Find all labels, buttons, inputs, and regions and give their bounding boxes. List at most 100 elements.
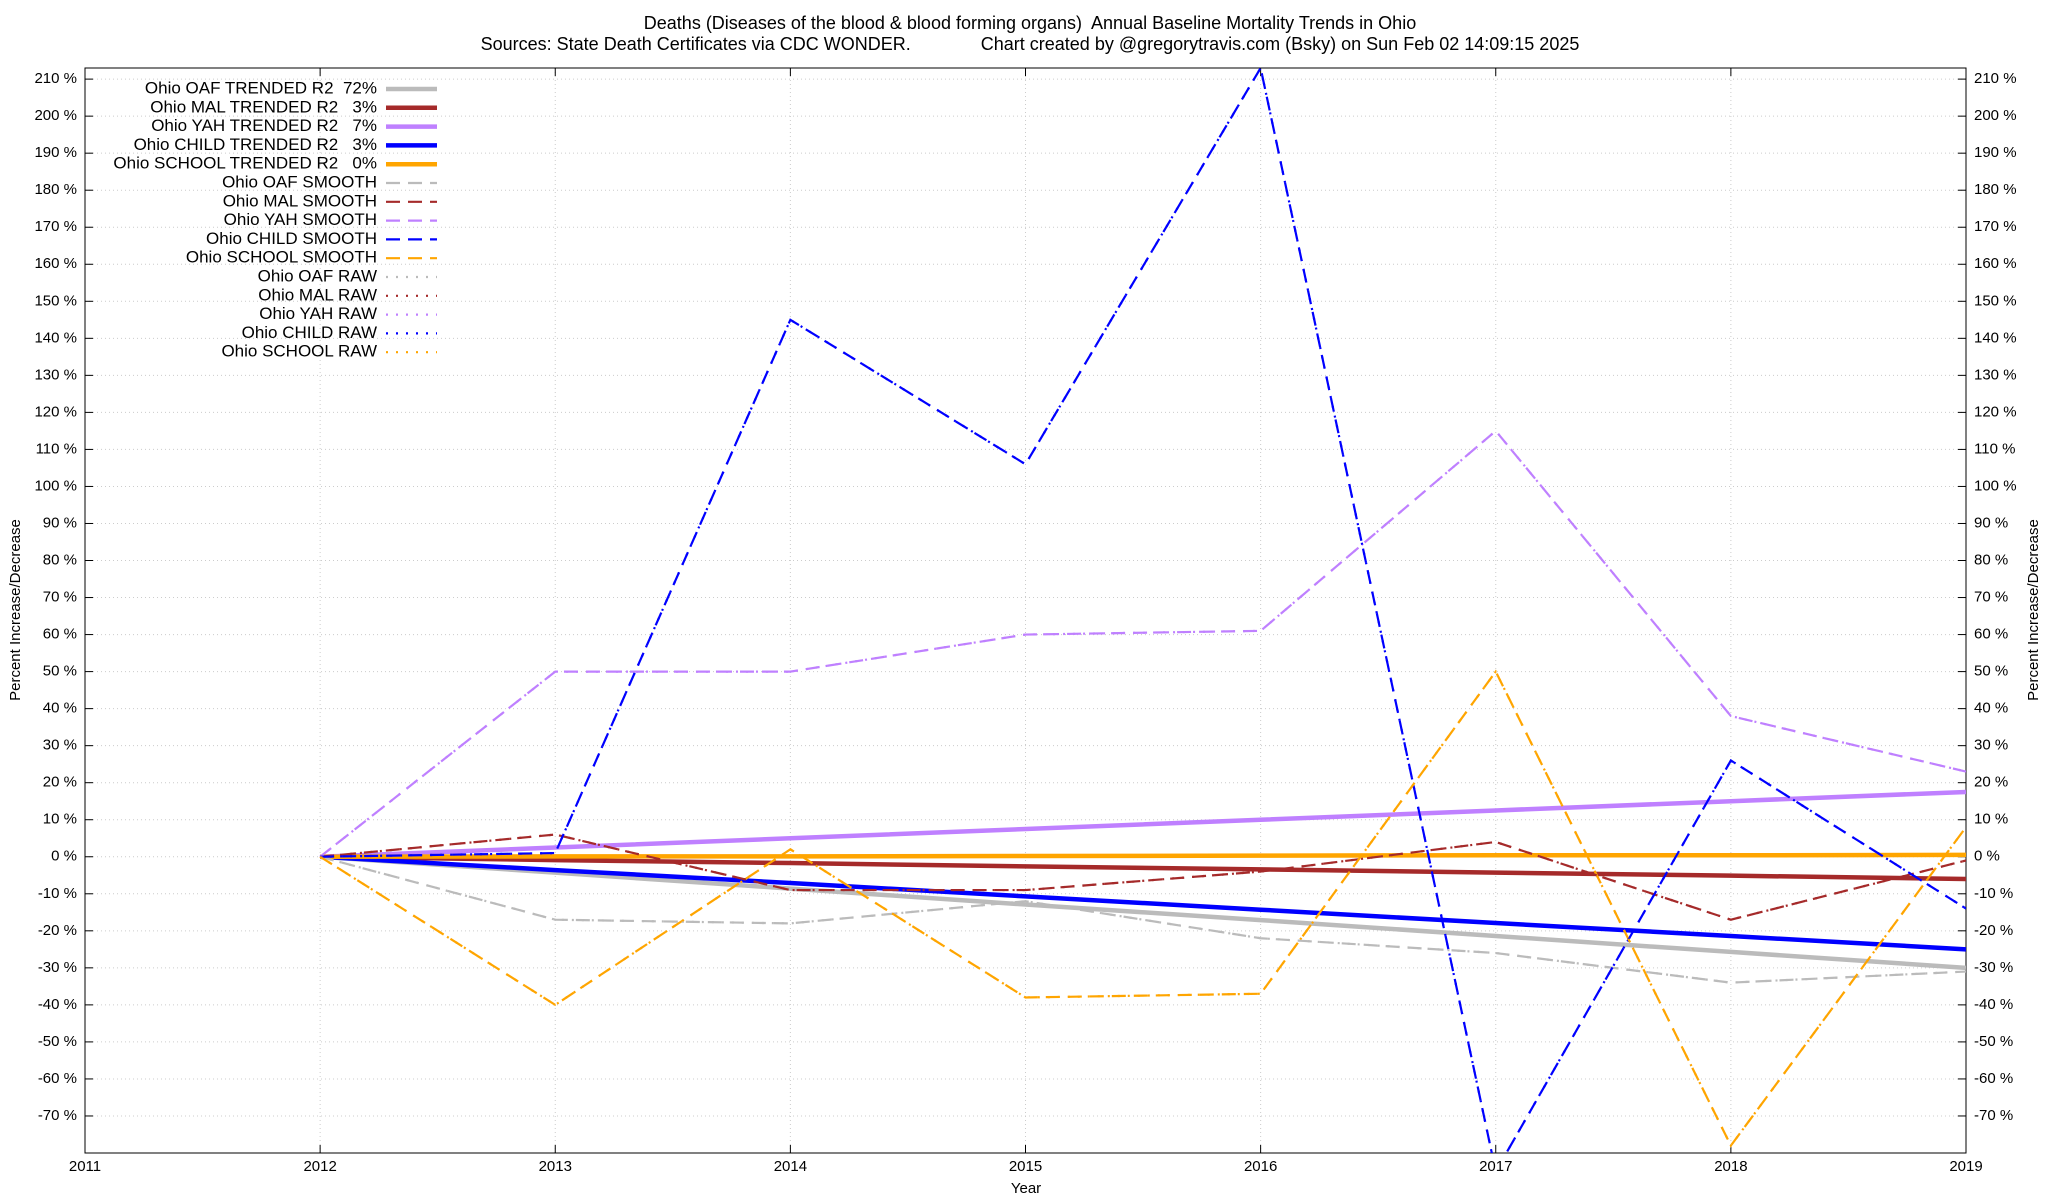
legend-label: Ohio OAF RAW	[258, 266, 377, 285]
series-line	[320, 789, 1966, 860]
y2-tick-label: 10 %	[1974, 811, 2008, 828]
y2-tick-label: 80 %	[1974, 551, 2008, 568]
legend-label: Ohio SCHOOL SMOOTH	[186, 248, 377, 267]
series-line	[320, 854, 1966, 882]
y-tick-label: 200 %	[34, 107, 77, 124]
x-axis-label: Year	[1011, 1180, 1041, 1197]
y-tick-label: 80 %	[43, 551, 77, 568]
y-tick-label: -30 %	[38, 959, 77, 976]
legend-label: Ohio CHILD SMOOTH	[206, 229, 377, 248]
y-tick-label: 210 %	[34, 70, 77, 87]
y-tick-label: 190 %	[34, 144, 77, 161]
y-tick-label: 20 %	[43, 774, 77, 791]
y-tick-label: 70 %	[43, 589, 77, 606]
y-tick-label: 50 %	[43, 663, 77, 680]
y-tick-label: 100 %	[34, 477, 77, 494]
y2-tick-label: 90 %	[1974, 514, 2008, 531]
y2-tick-label: 200 %	[1974, 107, 2017, 124]
legend-label: Ohio MAL RAW	[258, 285, 377, 304]
y-tick-label: -70 %	[38, 1107, 77, 1124]
y2-tick-label: 160 %	[1974, 255, 2017, 272]
y-tick-label: 90 %	[43, 514, 77, 531]
series-line	[319, 429, 1966, 858]
series-line	[320, 852, 1966, 860]
x-tick-label: 2016	[1244, 1158, 1277, 1175]
plot-frame	[84, 67, 1967, 1154]
legend-label: Ohio YAH RAW	[259, 304, 377, 323]
y2-tick-label: 120 %	[1974, 403, 2017, 420]
y2-tick-label: 110 %	[1974, 440, 2015, 457]
series-line	[320, 833, 1966, 921]
y2-tick-label: -50 %	[1974, 1033, 2013, 1050]
y2-tick-label: 100 %	[1974, 477, 2017, 494]
y2-tick-label: -60 %	[1974, 1070, 2013, 1087]
x-tick-label: 2012	[303, 1158, 336, 1175]
y-tick-label: -60 %	[38, 1070, 77, 1087]
legend-label: Ohio MAL SMOOTH	[223, 191, 377, 210]
plot-area	[319, 68, 1966, 1153]
y-tick-label: 0 %	[51, 848, 77, 865]
y-tick-label: -50 %	[38, 1033, 77, 1050]
legend-label: Ohio YAH TRENDED R2 7%	[151, 116, 377, 135]
y-tick-label: 40 %	[43, 700, 77, 717]
y-tick-label: 140 %	[34, 329, 77, 346]
y-tick-label: -10 %	[38, 885, 77, 902]
x-tick-label: 2013	[539, 1158, 572, 1175]
y2-tick-label: 50 %	[1974, 663, 2008, 680]
y2-tick-label: -30 %	[1974, 959, 2013, 976]
legend-label: Ohio MAL TRENDED R2 3%	[150, 97, 377, 116]
series-line	[319, 429, 1966, 858]
y-tick-label: 120 %	[34, 403, 77, 420]
y2-tick-label: 20 %	[1974, 774, 2008, 791]
y-tick-label: 110 %	[36, 440, 77, 457]
y-tick-label: 60 %	[43, 626, 77, 643]
legend-label: Ohio OAF TRENDED R2 72%	[145, 78, 377, 97]
chart-title: Deaths (Diseases of the blood & blood fo…	[644, 13, 1416, 33]
y2-tick-label: 170 %	[1974, 218, 2017, 235]
legend-label: Ohio SCHOOL RAW	[221, 342, 377, 361]
y2-tick-label: -70 %	[1974, 1107, 2013, 1124]
legend-label: Ohio CHILD TRENDED R2 3%	[134, 135, 377, 154]
y-tick-label: -20 %	[38, 922, 77, 939]
series-line	[319, 669, 1966, 1148]
y2-tick-label: -10 %	[1974, 885, 2013, 902]
y-tick-label: 170 %	[34, 218, 77, 235]
y2-tick-label: 30 %	[1974, 737, 2008, 754]
y2-tick-label: -20 %	[1974, 922, 2013, 939]
y2-axis-label: Percent Increase/Decrease	[2025, 519, 2042, 701]
y2-tick-label: -40 %	[1974, 996, 2013, 1013]
y2-tick-label: 130 %	[1974, 366, 2017, 383]
y-tick-label: 30 %	[43, 737, 77, 754]
series-line	[319, 854, 1966, 971]
y2-tick-label: 40 %	[1974, 700, 2008, 717]
y-tick-label: 150 %	[34, 292, 77, 309]
x-tick-label: 2014	[774, 1158, 807, 1175]
y2-tick-label: 60 %	[1974, 626, 2008, 643]
y-tick-label: 180 %	[34, 181, 77, 198]
y2-tick-label: 70 %	[1974, 589, 2008, 606]
y-axis-label: Percent Increase/Decrease	[7, 519, 24, 701]
y-tick-label: 130 %	[34, 366, 77, 383]
legend-label: Ohio SCHOOL TRENDED R2 0%	[113, 154, 377, 173]
series-line	[319, 669, 1966, 1148]
y-tick-label: 160 %	[34, 255, 77, 272]
x-tick-label: 2018	[1714, 1158, 1747, 1175]
chart-subtitle: Sources: State Death Certificates via CD…	[481, 34, 1580, 54]
x-tick-label: 2019	[1949, 1158, 1982, 1175]
y2-tick-label: 0 %	[1974, 848, 2000, 865]
y2-tick-label: 140 %	[1974, 329, 2017, 346]
x-tick-label: 2015	[1009, 1158, 1042, 1175]
legend-label: Ohio OAF SMOOTH	[222, 172, 377, 191]
y2-tick-label: 180 %	[1974, 181, 2017, 198]
series-line	[320, 833, 1966, 921]
y2-tick-label: 150 %	[1974, 292, 2017, 309]
legend-label: Ohio CHILD RAW	[242, 323, 377, 342]
x-tick-label: 2011	[69, 1158, 101, 1175]
series-line	[319, 854, 1966, 952]
x-tick-label: 2017	[1479, 1158, 1512, 1175]
y-tick-label: 10 %	[43, 811, 77, 828]
series-line	[320, 68, 1966, 1153]
series-line	[320, 68, 1966, 1153]
